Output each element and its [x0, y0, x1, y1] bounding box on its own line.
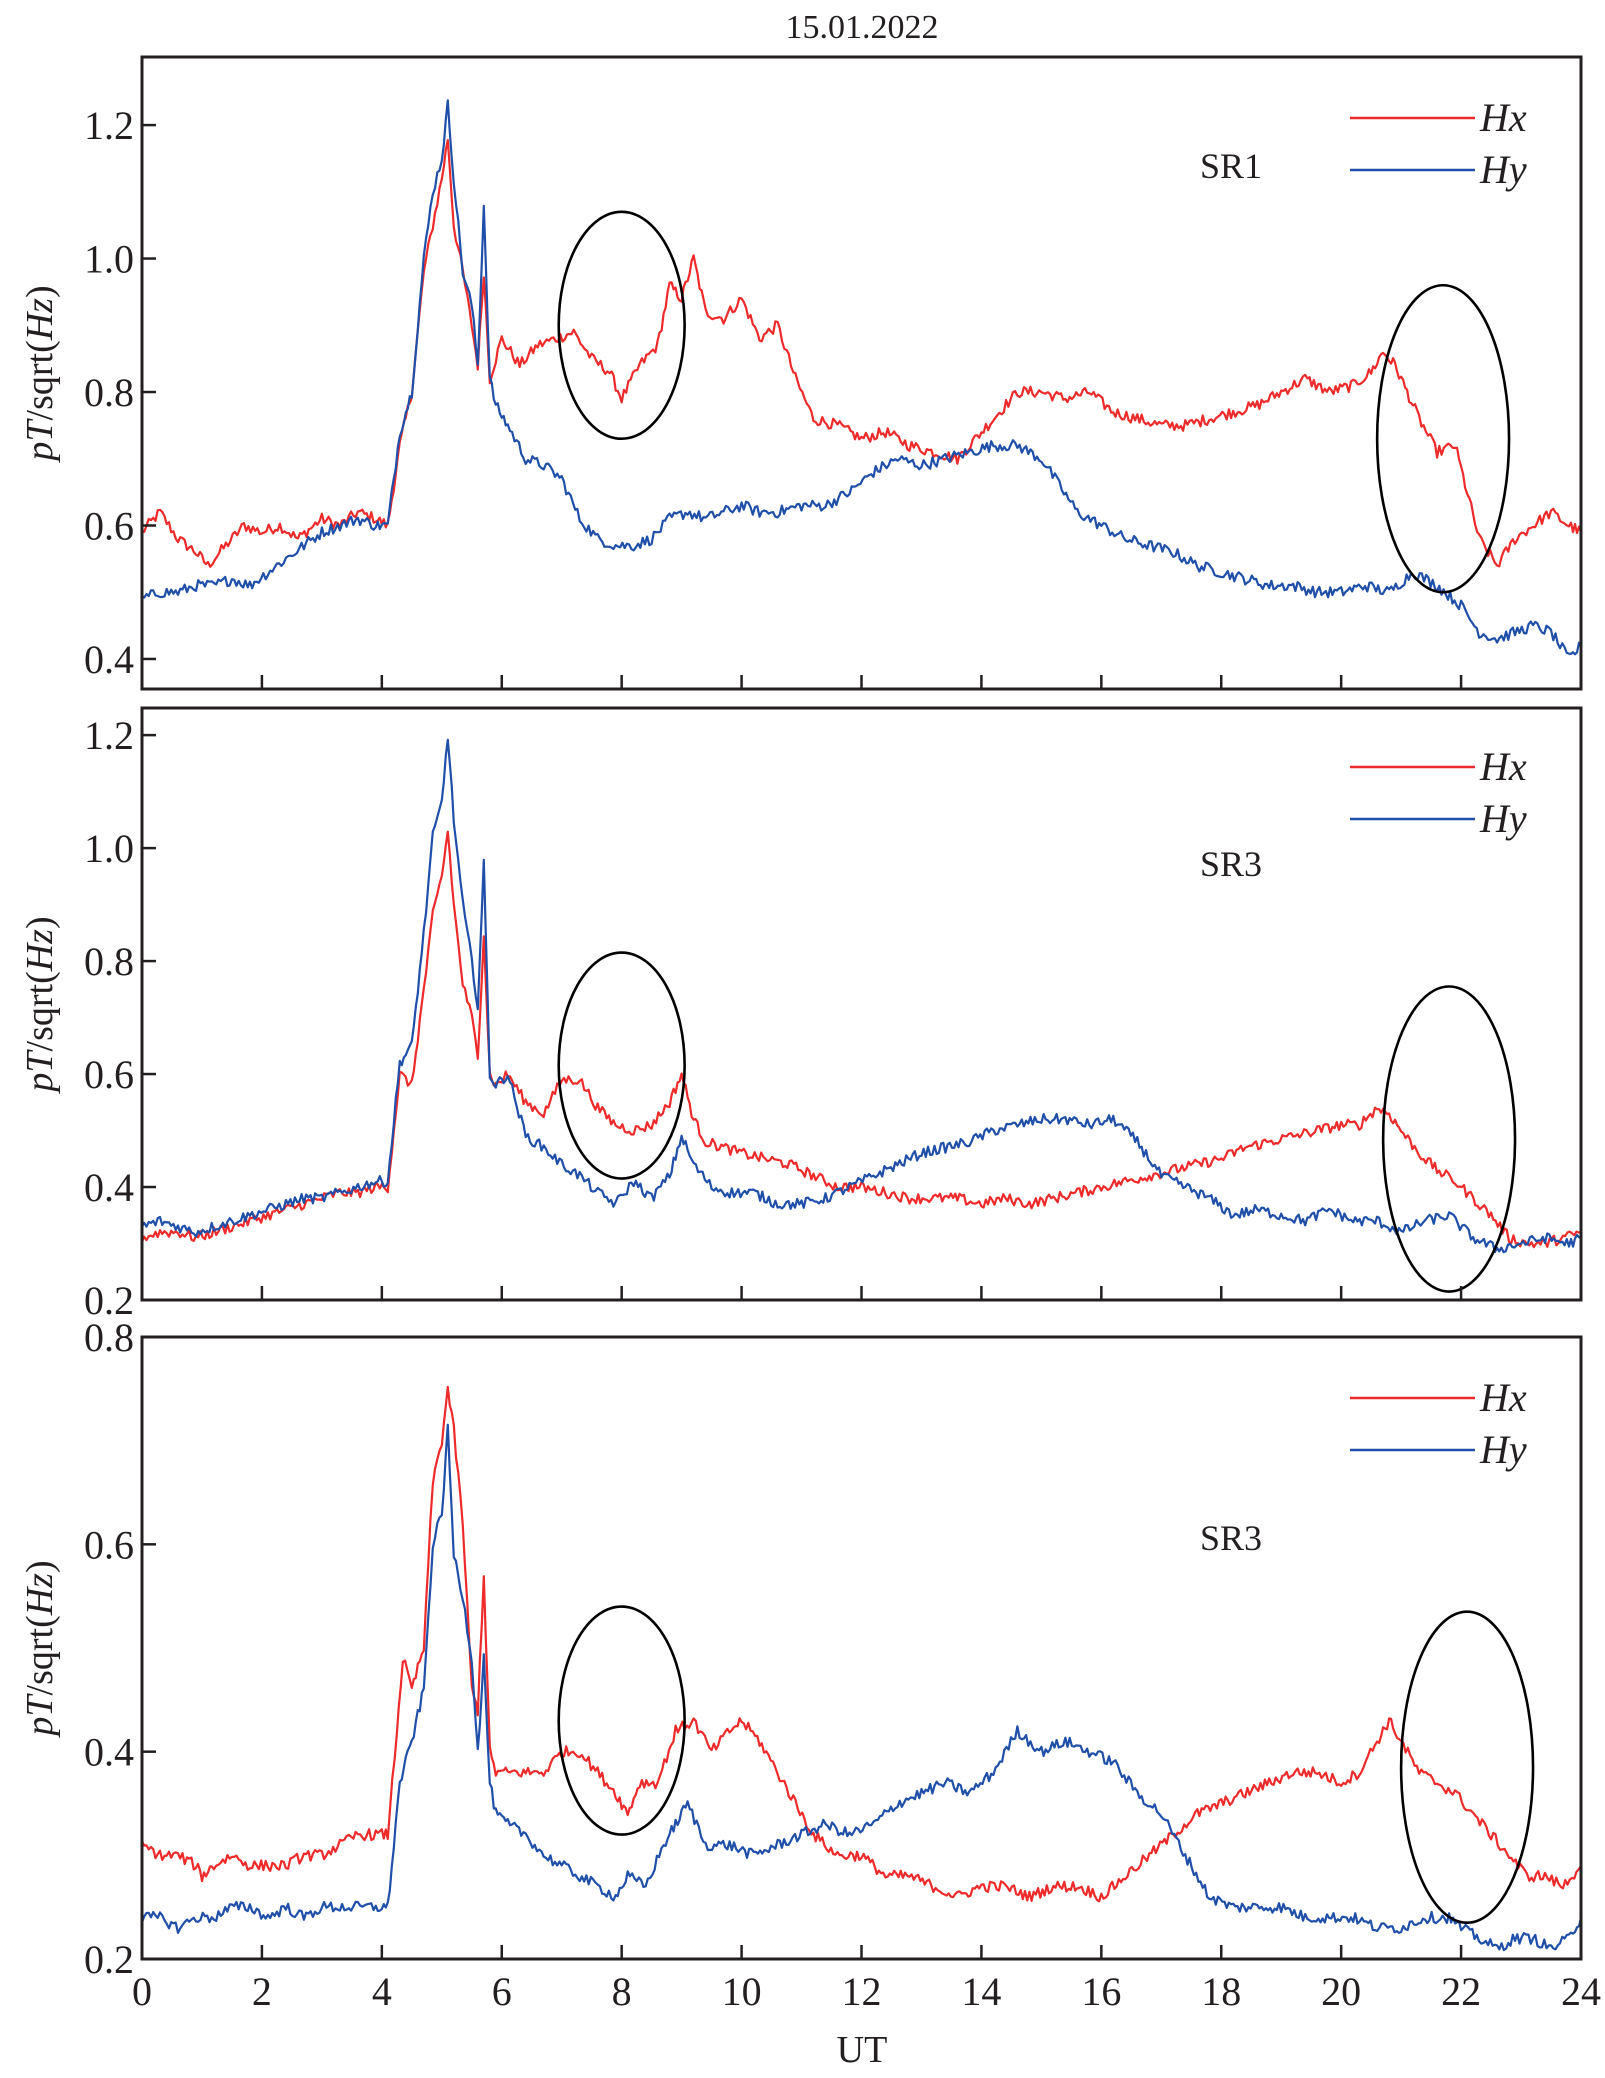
- series-line-hx: [142, 139, 1581, 568]
- plot-frame: [140, 706, 1583, 1302]
- legend-label-hy: Hy: [1479, 796, 1527, 841]
- legend-label-hx: Hx: [1479, 1375, 1527, 1420]
- x-tick-label: 2: [252, 1969, 272, 2014]
- x-tick-label: 14: [961, 1969, 1001, 2014]
- annotation-ellipse: [557, 210, 686, 441]
- legend-label-hy: Hy: [1479, 1427, 1527, 1472]
- panel-sr1: 0.4 0.6 0.8 1.0 1.2 pT/sqrt(Hz) Hx Hy SR1: [19, 55, 1583, 691]
- series-line-hy: [142, 1423, 1581, 1952]
- x-tick-label: 24: [1561, 1969, 1601, 2014]
- x-tick-label: 4: [372, 1969, 392, 2014]
- plot-frame: [140, 55, 1583, 691]
- x-tick-label: 16: [1081, 1969, 1121, 2014]
- y-tick-label: 1.0: [84, 826, 134, 871]
- y-tick-label: 0.8: [84, 939, 134, 984]
- series-line-hx: [142, 1385, 1581, 1903]
- x-tick-label: 0: [132, 1969, 152, 2014]
- y-tick-label: 1.2: [84, 713, 134, 758]
- legend-label-hy: Hy: [1479, 147, 1527, 192]
- panel-label: SR1: [1200, 146, 1262, 186]
- y-axis-title: pT/sqrt(Hz): [19, 1560, 61, 1738]
- y-tick-label: 1.2: [84, 103, 134, 148]
- annotation-ellipse: [1381, 985, 1517, 1293]
- series-line-hy: [142, 99, 1581, 656]
- panel-label: SR3: [1200, 1518, 1262, 1558]
- y-tick-label: 0.4: [84, 1730, 134, 1775]
- y-tick-label: 0.6: [84, 1522, 134, 1567]
- y-tick-label: 0.4: [84, 1165, 134, 1210]
- panel-sr3-middle: 0.2 0.4 0.6 0.8 1.0 1.2 pT/sqrt(Hz) Hx Hy SR3: [19, 706, 1583, 1323]
- y-tick-label: 0.8: [84, 370, 134, 415]
- y-tick-label: 0.6: [84, 1052, 134, 1097]
- figure-title: 15.01.2022: [786, 9, 939, 46]
- series-line-hx: [142, 830, 1581, 1249]
- y-tick-label: 0.8: [84, 1315, 134, 1360]
- x-tick-label: 6: [492, 1969, 512, 2014]
- x-axis-title: UT: [837, 2029, 888, 2071]
- plot-frame: [140, 1335, 1583, 1961]
- x-tick-label: 22: [1441, 1969, 1481, 2014]
- x-tick-label: 20: [1321, 1969, 1361, 2014]
- annotation-ellipse: [1399, 1610, 1535, 1925]
- series-line-hy: [142, 738, 1581, 1254]
- y-axis-title: pT/sqrt(Hz): [19, 916, 61, 1094]
- x-tick-label: 18: [1201, 1969, 1241, 2014]
- annotation-ellipse: [557, 1605, 686, 1836]
- x-tick-label: 8: [612, 1969, 632, 2014]
- x-tick-label: 12: [842, 1969, 882, 2014]
- y-tick-label: 0.2: [84, 1278, 134, 1323]
- y-axis-title: pT/sqrt(Hz): [19, 285, 61, 463]
- legend-label-hx: Hx: [1479, 95, 1527, 140]
- y-tick-label: 0.2: [84, 1937, 134, 1982]
- x-tick-label: 10: [722, 1969, 762, 2014]
- y-tick-label: 0.4: [84, 637, 134, 682]
- panel-label: SR3: [1200, 844, 1262, 884]
- legend-label-hx: Hx: [1479, 744, 1527, 789]
- y-tick-label: 0.6: [84, 503, 134, 548]
- annotation-ellipse: [1375, 283, 1511, 594]
- annotation-ellipse: [557, 951, 686, 1180]
- y-tick-label: 1.0: [84, 237, 134, 282]
